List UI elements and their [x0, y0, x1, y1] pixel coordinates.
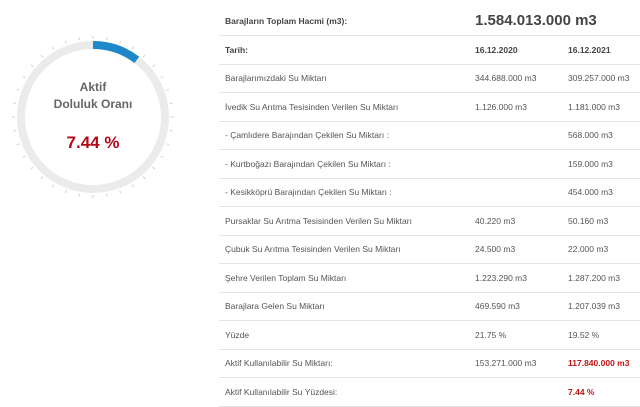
date-2020: 16.12.2020: [469, 35, 562, 65]
gauge-tick: [64, 190, 67, 194]
gauge-tick: [22, 155, 26, 158]
value-2020: 1.223.290 m3: [469, 263, 562, 293]
gauge-tick: [52, 184, 55, 188]
value-2021: 19.52 %: [562, 320, 640, 350]
gauge-title-line2: Doluluk Oranı: [53, 97, 133, 111]
gauge-tick: [152, 166, 156, 170]
row-label: Yüzde: [219, 320, 469, 350]
row-label: - Çamlıdere Barajından Çekilen Su Miktar…: [219, 121, 469, 150]
gauge-tick: [78, 37, 80, 41]
gauge-value: 7.44 %: [66, 133, 120, 152]
table-row: Barajlarımızdaki Su Miktarı 344.688.000 m…: [219, 64, 640, 93]
gauge-tick: [166, 88, 170, 91]
value-2021: 1.207.039 m3: [562, 292, 640, 321]
value-2020: [469, 178, 562, 207]
gauge-ring: [12, 36, 174, 198]
table-row: Şehre Verilen Toplam Su Miktarı 1.223.290…: [219, 263, 640, 293]
value-2021: 568.000 m3: [562, 121, 640, 150]
gauge-tick: [64, 40, 67, 44]
gauge-tick: [22, 76, 26, 79]
gauge-tick: [30, 166, 34, 170]
date-label: Tarih:: [219, 35, 469, 65]
gauge-tick: [40, 54, 44, 58]
gauge-tick: [166, 143, 170, 146]
table-row: - Çamlıdere Barajından Çekilen Su Miktar…: [219, 121, 640, 150]
table-row: Yüzde 21.75 % 19.52 %: [219, 320, 640, 350]
value-2021: 159.000 m3: [562, 149, 640, 179]
gauge-track: [17, 41, 169, 193]
row-label: - Kurtboğazı Barajından Çekilen Su Mikta…: [219, 149, 469, 179]
row-label: Şehre Verilen Toplam Su Miktarı: [219, 263, 469, 293]
gauge-tick: [52, 46, 55, 50]
value-2020: 344.688.000 m3: [469, 64, 562, 93]
gauge-tick: [160, 76, 164, 79]
value-2021: 50.160 m3: [562, 206, 640, 236]
table-row: - Kesikköprü Barajından Çekilen Su Mikta…: [219, 178, 640, 207]
gauge-tick: [40, 176, 44, 180]
gauge-tick: [119, 40, 122, 44]
table-row: Barajlara Gelen Su Miktarı 469.590 m3 1.20…: [219, 292, 640, 321]
value-2021: 454.000 m3: [562, 178, 640, 207]
value-2021: 1.181.000 m3: [562, 92, 640, 122]
date-2021: 16.12.2021: [562, 35, 640, 65]
value-2020: [469, 377, 562, 407]
value-2021: 117.840.000 m3: [562, 349, 640, 378]
value-2020: 1.126.000 m3: [469, 92, 562, 122]
row-label: Pursaklar Su Arıtma Tesisinden Verilen S…: [219, 206, 469, 236]
value-2020: 153.271.000 m3: [469, 349, 562, 378]
row-label: Barajlara Gelen Su Miktarı: [219, 292, 469, 321]
gauge-title-line1: Aktif: [79, 80, 107, 94]
value-2020: [469, 149, 562, 179]
gauge-tick: [152, 64, 156, 68]
table-row: İvedik Su Arıtma Tesisinden Verilen Su M…: [219, 92, 640, 122]
fill-rate-gauge: Aktif Doluluk Oranı 7.44 %: [0, 0, 190, 230]
value-2020: 21.75 %: [469, 320, 562, 350]
dam-statistics-table: Barajların Toplam Hacmi (m3): 1.584.013.…: [219, 6, 640, 407]
gauge-tick: [131, 184, 134, 188]
gauge-tick: [160, 155, 164, 158]
value-2021: 7.44 %: [562, 377, 640, 407]
value-2021: 309.257.000 m3: [562, 64, 640, 93]
table-row: Pursaklar Su Arıtma Tesisinden Verilen S…: [219, 206, 640, 236]
row-label: - Kesikköprü Barajından Çekilen Su Mikta…: [219, 178, 469, 207]
gauge-fill-arc: [92, 41, 140, 64]
row-label: İvedik Su Arıtma Tesisinden Verilen Su M…: [219, 92, 469, 122]
gauge-tick: [30, 64, 34, 68]
row-label: Çubuk Su Arıtma Tesisinden Verilen Su Mi…: [219, 235, 469, 264]
gauge-tick: [106, 37, 108, 41]
row-label: Aktif Kullanılabilir Su Yüzdesi:: [219, 377, 469, 407]
table-row: Aktif Kullanılabilir Su Miktarı: 153.271.…: [219, 349, 640, 378]
value-2020: 469.590 m3: [469, 292, 562, 321]
total-volume-row: Barajların Toplam Hacmi (m3): 1.584.013.…: [219, 6, 640, 36]
gauge-tick: [13, 102, 17, 104]
date-header-row: Tarih: 16.12.2020 16.12.2021: [219, 35, 640, 65]
value-2020: [469, 121, 562, 150]
gauge-tick: [169, 102, 173, 104]
total-volume-label: Barajların Toplam Hacmi (m3):: [219, 6, 469, 36]
row-label: Aktif Kullanılabilir Su Miktarı:: [219, 349, 469, 378]
gauge-tick: [106, 193, 108, 197]
total-volume-value: 1.584.013.000 m3: [469, 6, 640, 36]
gauge-tick: [142, 176, 146, 180]
table-row: Çubuk Su Arıtma Tesisinden Verilen Su Mi…: [219, 235, 640, 264]
gauge-tick: [131, 46, 134, 50]
table-row: - Kurtboğazı Barajından Çekilen Su Mikta…: [219, 149, 640, 179]
gauge-tick: [119, 190, 122, 194]
gauge-tick: [16, 88, 20, 91]
value-2020: 24.500 m3: [469, 235, 562, 264]
value-2021: 22.000 m3: [562, 235, 640, 264]
gauge-tick: [142, 54, 146, 58]
table-row: Aktif Kullanılabilir Su Yüzdesi: 7.44 %: [219, 377, 640, 407]
gauge-tick: [16, 143, 20, 146]
gauge-tick: [13, 130, 17, 132]
row-label: Barajlarımızdaki Su Miktarı: [219, 64, 469, 93]
gauge-tick: [78, 193, 80, 197]
value-2020: 40.220 m3: [469, 206, 562, 236]
value-2021: 1.287.200 m3: [562, 263, 640, 293]
gauge-tick: [169, 130, 173, 132]
